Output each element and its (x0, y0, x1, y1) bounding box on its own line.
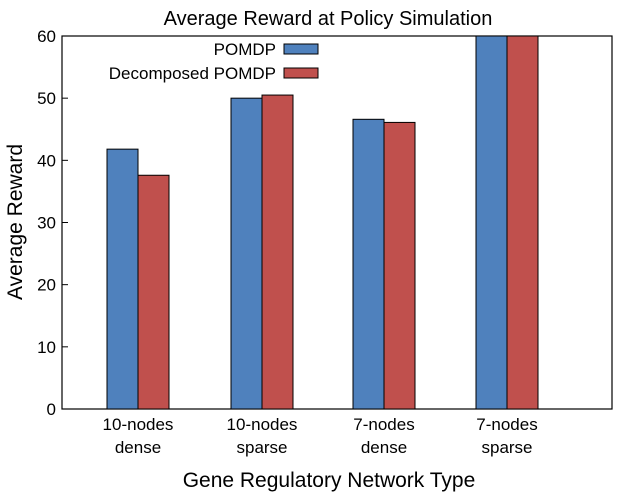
bar-pomdp-1 (231, 98, 262, 409)
y-tick-label: 50 (37, 89, 56, 108)
y-tick-label: 30 (37, 214, 56, 233)
bar-decomposed-pomdp-1 (262, 95, 293, 409)
x-tick-label: 10-nodes dense (103, 415, 174, 457)
bar-decomposed-pomdp-2 (384, 122, 415, 409)
y-tick-label: 20 (37, 276, 56, 295)
y-tick-label: 60 (37, 27, 56, 46)
y-axis-label: Average Reward (4, 144, 27, 300)
legend-label: Decomposed POMDP (109, 64, 276, 83)
legend: POMDP Decomposed POMDP (109, 40, 318, 83)
bar-decomposed-pomdp-3 (507, 36, 538, 409)
x-tick-label: 10-nodes sparse (227, 415, 298, 457)
legend-label: POMDP (214, 40, 276, 59)
y-tick-label: 10 (37, 338, 56, 357)
y-tick-label: 0 (47, 400, 56, 419)
legend-swatch (284, 68, 318, 78)
bar-series (107, 36, 538, 409)
legend-swatch (284, 44, 318, 54)
x-tick-label: 7-nodes sparse (476, 415, 537, 457)
bar-pomdp-0 (107, 149, 138, 409)
bar-decomposed-pomdp-0 (138, 175, 169, 409)
x-axis-tick-labels: 10-nodes dense 10-nodes sparse 7-nodes dense 7… (103, 403, 538, 457)
x-axis-label: Gene Regulatory Network Type (183, 469, 476, 492)
y-tick-label: 40 (37, 151, 56, 170)
chart-title: Average Reward at Policy Simulation (164, 8, 493, 30)
bar-pomdp-3 (476, 36, 507, 409)
y-axis-ticks: 0 10 20 30 40 50 60 (37, 27, 68, 419)
bar-pomdp-2 (353, 119, 384, 409)
x-tick-label: 7-nodes dense (353, 415, 414, 457)
